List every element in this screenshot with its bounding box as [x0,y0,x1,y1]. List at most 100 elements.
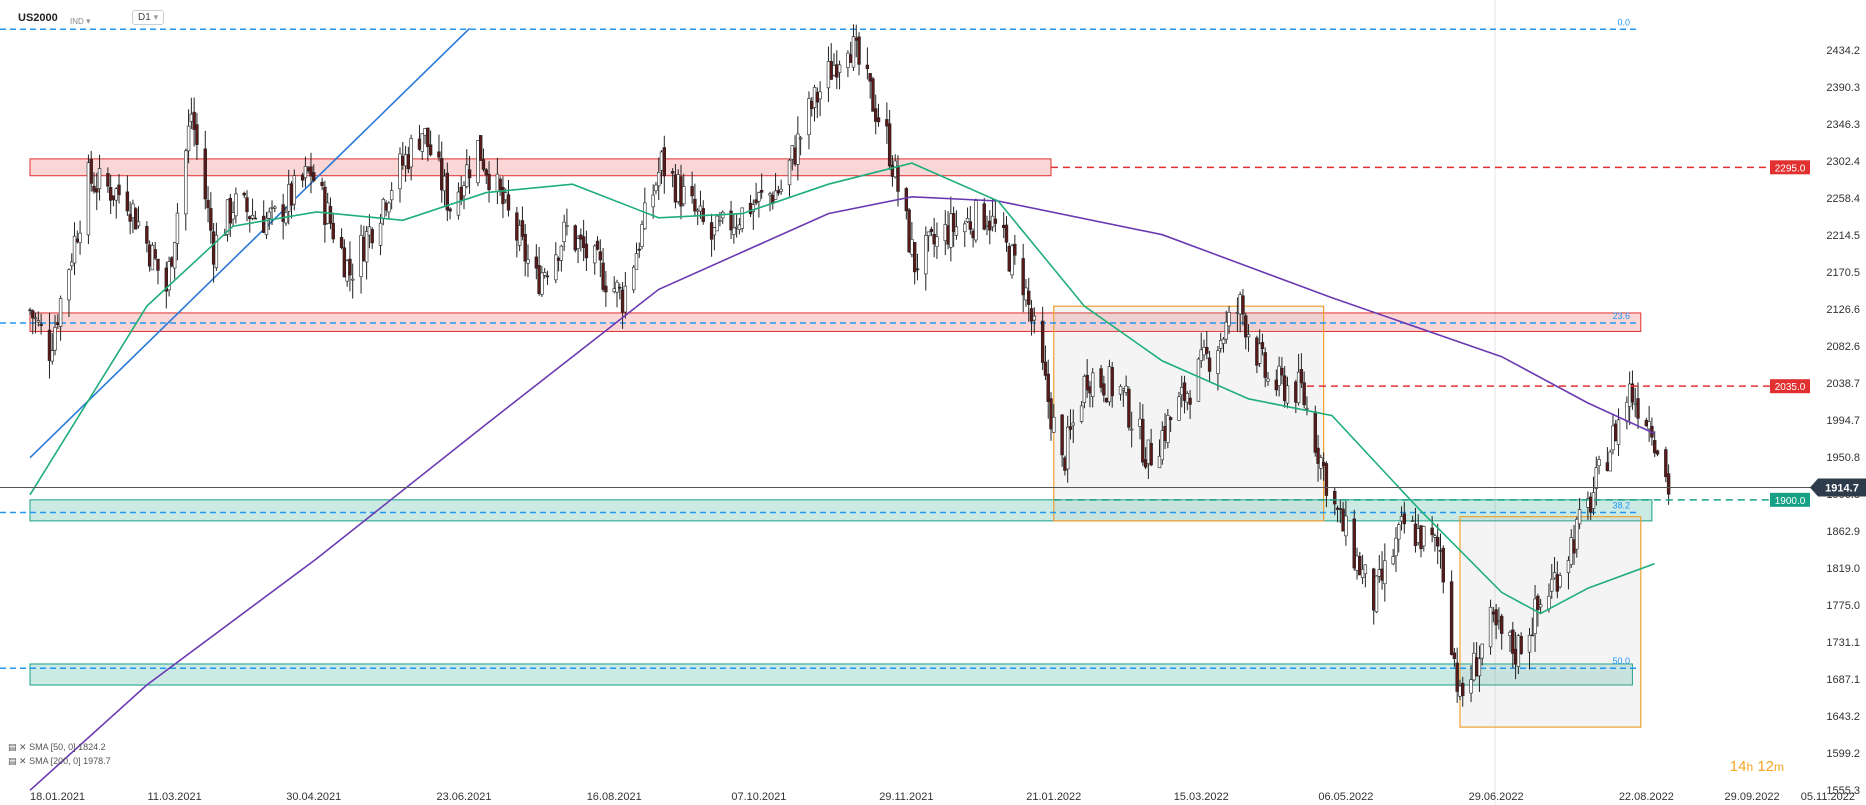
candle-body [501,186,505,205]
candle-body [70,261,74,267]
candle-body [1024,287,1028,301]
candle-body [1118,386,1123,395]
fibonacci-level-label: 23.6 [1612,311,1630,321]
candle-body [465,164,469,187]
candle-body [1221,338,1226,344]
candle-body [885,119,889,127]
candle-body [718,220,722,222]
legend-sma200[interactable]: ▤ ✕ SMA [200, 0] 1978.7 [8,756,111,767]
candle-body [1305,407,1309,410]
timeframe-selector[interactable]: D1 ▾ [132,10,165,25]
candle-body [214,234,219,269]
candle-body [985,225,989,227]
candle-body [1435,537,1440,547]
candle-body [1380,568,1384,581]
candle-body [1004,224,1009,243]
candle-body [812,87,817,108]
candle-body [690,186,694,197]
candle-body [562,221,566,242]
candle-body [1043,361,1048,376]
y-tick-label: 1994.7 [1826,415,1860,427]
candle-body [1216,350,1220,375]
candle-body [1589,496,1593,513]
candle-body [729,210,733,231]
candle-body [1352,518,1356,569]
candle-body [1124,385,1128,393]
symbol-label[interactable]: US2000 [18,12,58,24]
legend-sma50[interactable]: ▤ ✕ SMA [50, 0] 1824.2 [8,742,106,753]
candle-body [926,231,931,237]
candle-body [890,164,895,177]
candle-body [264,217,269,236]
candle-body [601,262,605,290]
y-tick-label: 2346.3 [1826,119,1860,131]
candle-body [242,192,246,196]
candle-body [637,248,641,251]
candle-body [1341,508,1345,532]
candle-body [1527,634,1532,653]
timer-hours: 14 [1729,758,1747,775]
x-tick-label: 15.03.2022 [1174,791,1229,803]
candle-body [751,204,756,212]
candle-body [1149,442,1153,466]
candle-body [97,168,102,189]
candle-body [225,199,230,235]
candle-body [1455,662,1459,692]
candle-body [125,191,130,212]
candle-body [579,234,583,240]
candle-body [1480,643,1484,659]
candle-body [545,275,550,278]
candle-body [111,195,116,200]
candle-body [1099,368,1103,388]
candle-body [381,199,386,220]
candle-body [1104,397,1109,403]
y-tick-label: 2434.2 [1826,45,1860,57]
candle-body [1319,457,1323,469]
candle-body [943,224,947,242]
candle-body [1508,631,1512,636]
price-line-tag [1770,160,1810,175]
candle-body [128,214,132,222]
candle-body [643,202,647,229]
chevron-down-icon[interactable]: ▾ [86,16,91,26]
candle-body [1266,378,1270,382]
candle-body [634,253,639,270]
candle-body [1088,386,1092,394]
indicator-settings-icon[interactable]: ▤ ✕ [8,742,27,752]
candle-body [1569,537,1573,565]
y-tick-label: 1687.1 [1826,674,1860,686]
candle-body [695,209,700,212]
candle-body [456,191,461,216]
candle-body [874,108,878,122]
candle-body [406,154,411,170]
candle-body [78,232,82,244]
candle-body [403,154,408,167]
candle-body [949,213,953,248]
candle-body [56,322,60,326]
candle-body [1182,382,1187,401]
candle-body [790,145,794,160]
candle-body [345,260,349,282]
candle-body [1185,393,1190,403]
candle-body [1257,343,1262,364]
candle-body [401,156,405,166]
candle-body [1280,367,1284,376]
candle-body [951,213,956,232]
candle-body [1010,245,1014,276]
candle-body [1616,419,1621,445]
candle-body [1594,467,1598,489]
candle-body [420,133,424,152]
candle-body [300,174,305,181]
indicator-settings-icon[interactable]: ▤ ✕ [8,756,27,766]
y-tick-label: 2038.7 [1826,378,1860,390]
candle-body [1597,459,1601,466]
y-tick-label: 1819.0 [1826,563,1860,575]
candle-body [409,138,413,168]
candle-body [1474,657,1479,677]
candle-body [526,259,530,264]
candle-body [595,240,600,250]
candle-body [1536,595,1540,610]
candle-body [1636,398,1640,419]
support-zone [29,663,1633,686]
